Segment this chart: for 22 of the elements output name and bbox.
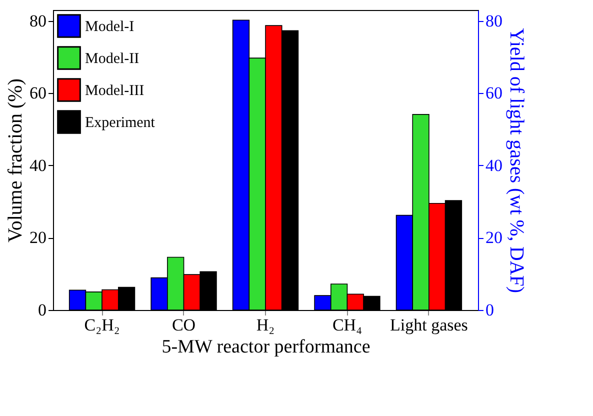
x-tick-label: CH₄ [332,316,362,334]
x-tick-label: H₂ [256,316,275,334]
y2-tick-label: 80 [486,11,502,30]
x-tick-label: C₂H₂ [84,316,120,334]
y-tick-label: 20 [30,228,46,248]
y-tick-label: 0 [38,300,46,320]
legend-label: Experiment [85,115,156,131]
x-tick-label: CO [172,316,196,334]
y-tick-label: 60 [30,84,46,103]
y2-tick-label: 0 [486,300,494,320]
y-tick-label: 40 [30,156,46,175]
y-tick-label: 80 [30,11,46,30]
y2-tick-label: 20 [486,228,502,248]
x-tick-label: Light gases [390,316,468,334]
y-axis-title: Volume fraction (%) [4,78,26,243]
legend-label: Model-I [85,19,134,35]
y2-tick-label: 40 [486,156,502,175]
y2-axis-title: Yield of light gases (wt %, DAF) [506,28,528,293]
y2-tick-label: 60 [486,84,502,103]
legend-label: Model-III [85,83,144,99]
legend-label: Model-II [85,51,140,67]
x-axis-title: 5-MW reactor performance [162,336,370,358]
